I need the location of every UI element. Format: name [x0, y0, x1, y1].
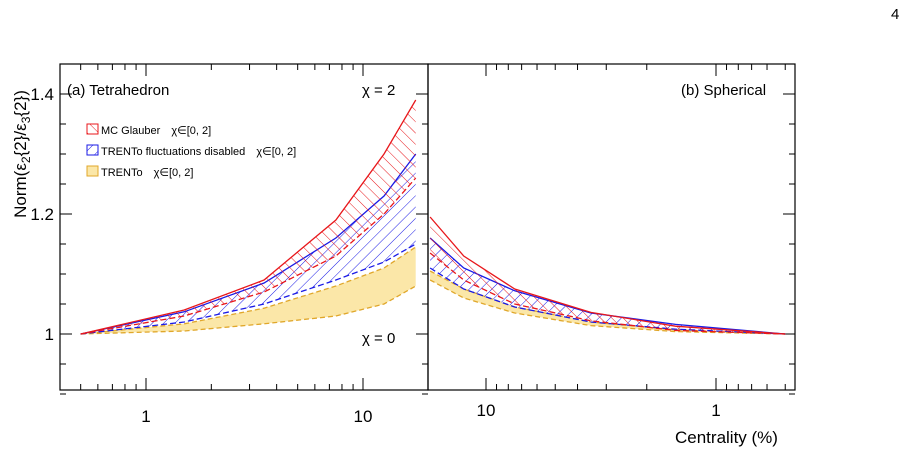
bands-spherical — [429, 216, 786, 335]
page-number: 4 — [891, 6, 899, 23]
axis-ticks-a: 1 1.2 1.4 1 10 — [30, 64, 795, 426]
tetrahedron-lower-line-blue — [80, 243, 417, 335]
legend-range-mc-glauber: χ∈[0, 2] — [171, 125, 211, 137]
legend-swatch-yellow — [86, 165, 99, 177]
annotation-chi-0: χ = 0 — [362, 330, 395, 347]
panel-spherical: 10 1 (b) Spherical — [427, 63, 796, 420]
svg-text:MC Glauber χ∈[0, 2]: MC Glauber χ∈[0, 2] — [101, 125, 211, 137]
svg-text:TRENTo χ∈[0, 2]: TRENTo χ∈[0, 2] — [101, 167, 193, 179]
x-tick-label-b: 10 — [477, 401, 496, 420]
spherical-band-red — [430, 217, 786, 334]
spherical-band-yellow — [430, 271, 786, 334]
legend-swatch-red — [86, 123, 99, 135]
tetrahedron-band-red — [80, 100, 416, 334]
x-axis-label: Centrality (%) — [675, 428, 778, 447]
tetrahedron-lower-line-yellow — [80, 285, 417, 335]
legend-label-trento: TRENTo — [101, 167, 143, 179]
annotation-chi-2: χ = 2 — [362, 82, 395, 99]
legend: MC Glauber χ∈[0, 2] TRENTo fluctuations … — [86, 123, 296, 179]
axis-ticks-b: 10 1 — [477, 64, 786, 420]
legend-entry-trento-nofluct: TRENTo fluctuations disabled χ∈[0, 2] — [86, 144, 296, 158]
legend-range-trento: χ∈[0, 2] — [154, 167, 194, 179]
bands-tetrahedron — [80, 99, 417, 335]
legend-range-trento-nofluct: χ∈[0, 2] — [256, 146, 296, 158]
x-tick-label-b: 1 — [711, 401, 720, 420]
y-axis-label: Norm(ε2{2}/ε3{2}) — [11, 90, 33, 218]
legend-label-trento-nofluct: TRENTo fluctuations disabled — [101, 146, 245, 158]
y-tick-label: 1.4 — [30, 85, 54, 104]
x-tick-label: 10 — [354, 407, 373, 426]
spherical-lower-line-red — [429, 252, 786, 335]
legend-swatch-blue — [86, 144, 99, 156]
y-tick-label: 1 — [45, 325, 54, 344]
panel-tetrahedron: 1 1.2 1.4 1 10 (a) Tetrahedron χ = 2 χ = 0 M… — [30, 63, 795, 426]
panel-label-a: (a) Tetrahedron — [67, 82, 169, 99]
tetrahedron-band-yellow — [80, 247, 416, 334]
svg-text:TRENTo fluctuations disabled: TRENTo fluctuations disabled χ∈[0, 2] — [101, 146, 296, 158]
spherical-upper-line-red — [429, 216, 786, 335]
y-tick-label: 1.2 — [30, 205, 54, 224]
tetrahedron-upper-line-red — [80, 99, 417, 335]
spherical-lower-line-yellow — [429, 279, 786, 335]
legend-label-mc-glauber: MC Glauber — [101, 125, 161, 137]
legend-entry-trento: TRENTo χ∈[0, 2] — [86, 165, 193, 179]
x-tick-label: 1 — [141, 407, 150, 426]
plot-frame-b — [427, 63, 796, 391]
legend-entry-mc-glauber: MC Glauber χ∈[0, 2] — [86, 123, 211, 137]
tetrahedron-lower-line-red — [80, 177, 417, 335]
panel-label-b: (b) Spherical — [681, 82, 766, 99]
